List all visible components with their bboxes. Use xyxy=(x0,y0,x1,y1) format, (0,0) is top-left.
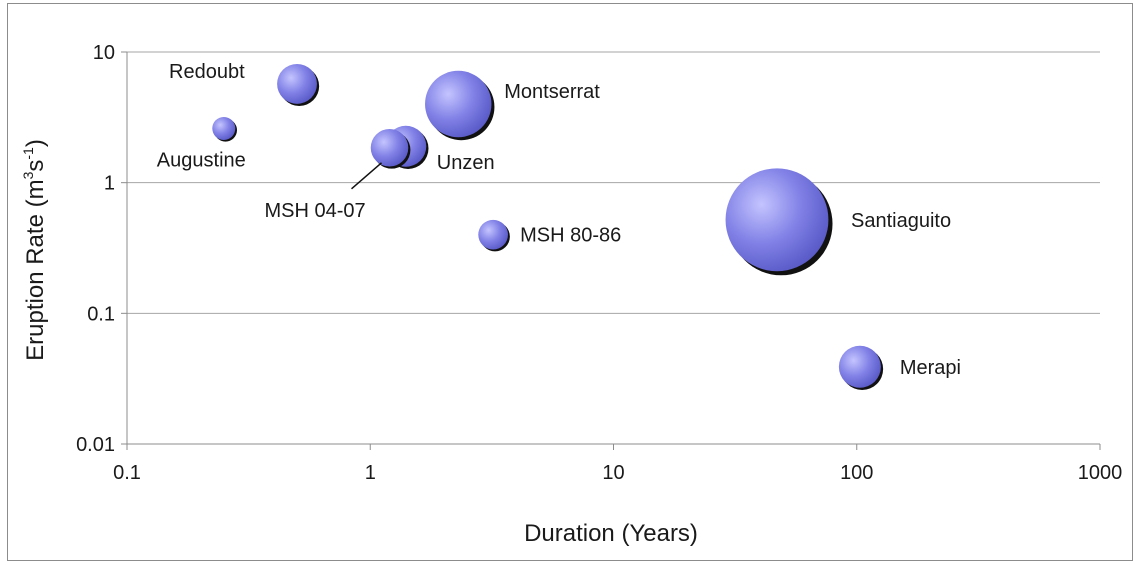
label-msh-04-07: MSH 04-07 xyxy=(265,200,366,222)
x-tick-label-1: 1 xyxy=(365,462,376,484)
y-tick-label-0: 0.01 xyxy=(76,434,115,456)
bubble-body xyxy=(212,116,236,140)
bubble-body xyxy=(370,128,409,167)
bubble-body xyxy=(478,219,508,250)
bubble-montserrat xyxy=(425,70,495,141)
bubble-labels: Redoubt Augustine Montserrat Unzen MSH 04-07… xyxy=(157,61,961,379)
bubble-body xyxy=(838,345,881,388)
label-augustine: Augustine xyxy=(157,149,246,171)
x-tick-label-2: 10 xyxy=(602,462,624,484)
label-redoubt: Redoubt xyxy=(169,61,245,83)
leader-line-msh-04-07 xyxy=(351,162,383,190)
x-tick-label-4: 1000 xyxy=(1078,462,1123,484)
label-montserrat: Montserrat xyxy=(504,81,600,103)
axes xyxy=(121,51,1101,450)
y-tick-label-2: 1 xyxy=(104,173,115,195)
x-tick-labels: 0.1 1 10 100 1000 xyxy=(113,462,1122,484)
bubble-msh-80-86 xyxy=(478,219,510,252)
x-axis-title: Duration (Years) xyxy=(524,520,698,547)
bubbles xyxy=(212,63,884,391)
bubble-body xyxy=(277,63,317,104)
x-tick-label-0: 0.1 xyxy=(113,462,141,484)
bubble-body xyxy=(425,70,492,138)
label-santiaguito: Santiaguito xyxy=(851,210,951,232)
chart-frame xyxy=(7,3,1133,561)
y-tick-label-1: 0.1 xyxy=(87,303,115,325)
bubble-body xyxy=(725,168,829,272)
label-msh-80-86: MSH 80-86 xyxy=(520,225,621,247)
label-unzen: Unzen xyxy=(437,152,495,174)
bubble-augustine xyxy=(212,116,237,142)
bubble-merapi xyxy=(838,345,884,391)
bubble-msh-04-07 xyxy=(370,128,411,169)
bubble-redoubt xyxy=(277,63,320,107)
x-tick-label-3: 100 xyxy=(840,462,873,484)
gridlines xyxy=(127,51,1100,445)
bubble-santiaguito xyxy=(725,168,833,276)
label-merapi: Merapi xyxy=(900,357,961,379)
y-tick-labels: 0.01 0.1 1 10 xyxy=(76,42,115,456)
y-tick-label-3: 10 xyxy=(93,42,115,64)
y-axis-title: Eruption Rate (m3s-1) xyxy=(20,139,49,361)
